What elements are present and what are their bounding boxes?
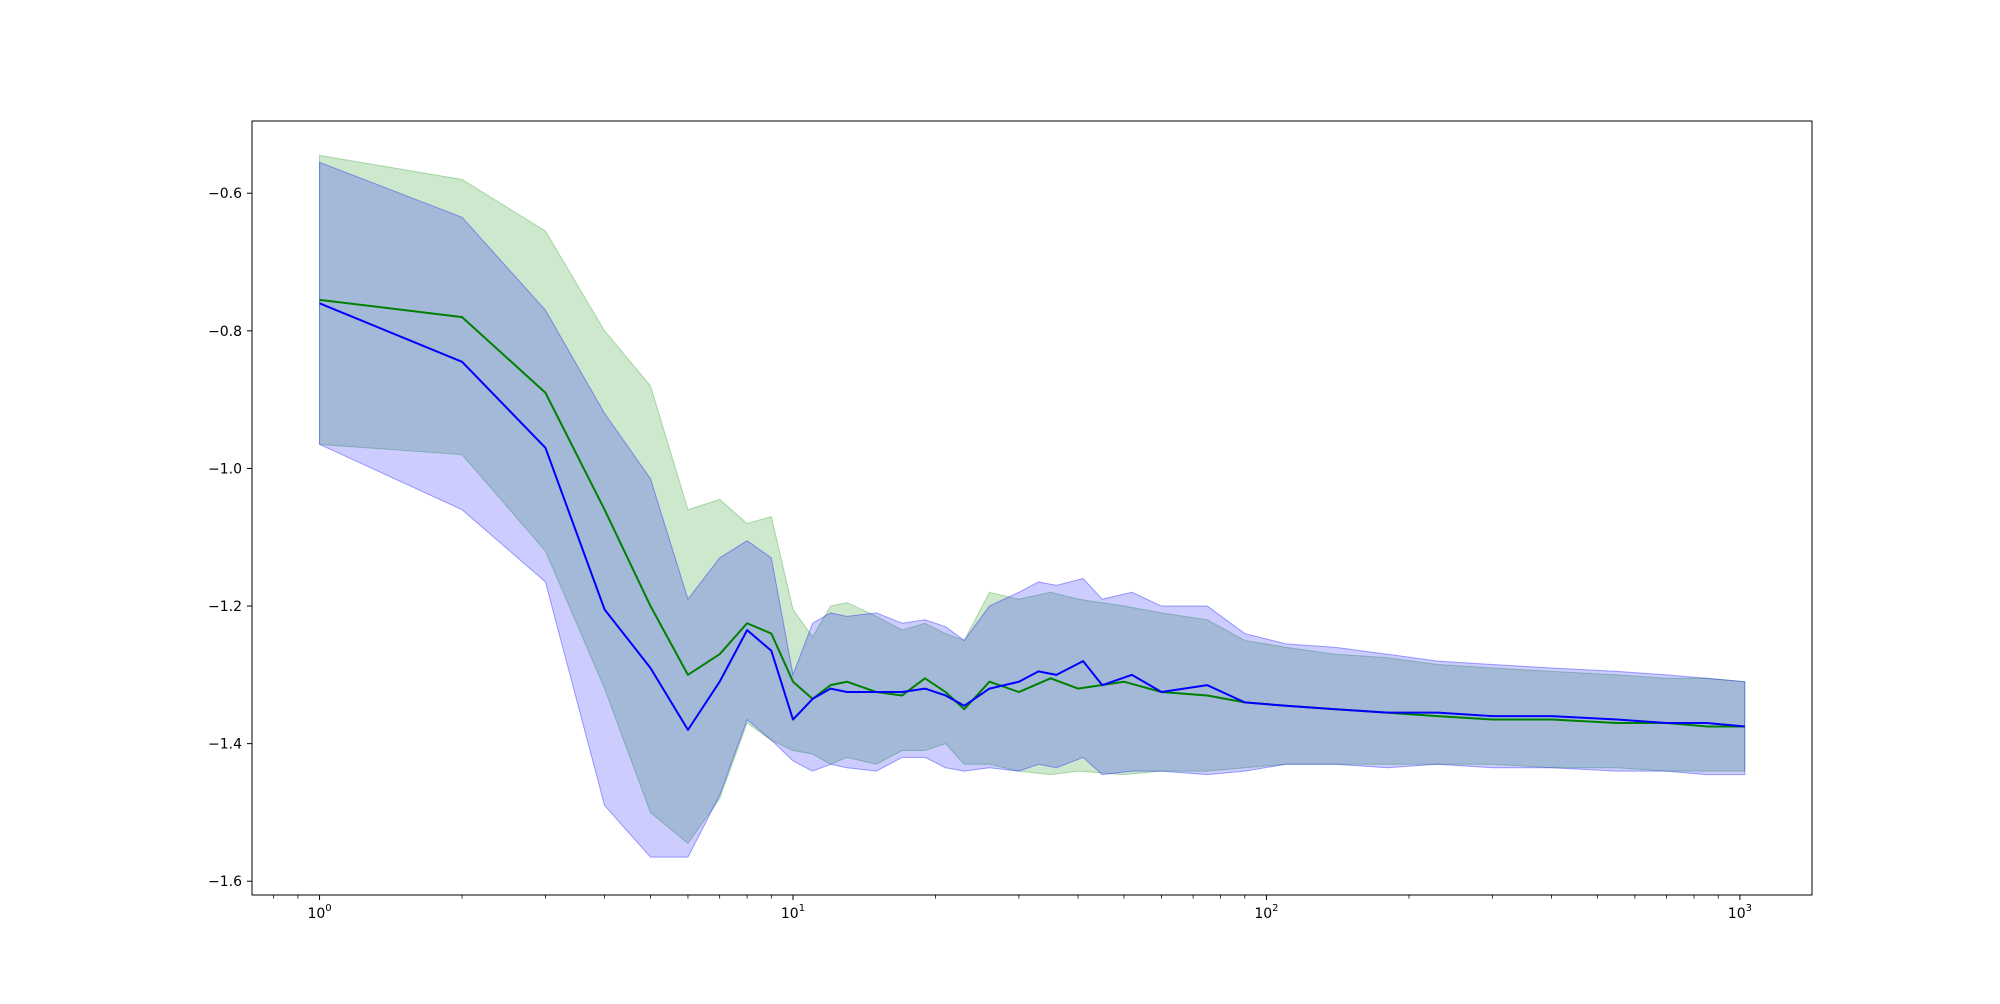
y-tick-label: −0.8 (208, 324, 242, 340)
y-tick-label: −1.6 (208, 874, 242, 890)
y-axis-ticks: −1.6 −1.4 −1.2 −1.0 −0.8 −0.6 (208, 186, 252, 890)
x-minor-ticks (273, 895, 1719, 899)
y-tick-label: −1.2 (208, 599, 242, 615)
y-tick-label: −1.0 (208, 461, 242, 477)
series-2-mean-line (319, 302, 1745, 731)
series-2-confidence-band (319, 161, 1746, 858)
plot-area (319, 154, 1746, 858)
x-axis-ticks: 100 101 102 103 (307, 895, 1752, 922)
x-tick-label: 100 (307, 903, 331, 922)
series-1-confidence-band (319, 154, 1746, 845)
y-tick-label: −0.6 (208, 186, 242, 202)
y-tick-label: −1.4 (208, 737, 242, 753)
axes-frame (251, 120, 1813, 896)
x-tick-label: 103 (1728, 903, 1752, 922)
series-1-mean-line (319, 298, 1745, 728)
x-tick-label: 101 (781, 903, 805, 922)
x-tick-label: 102 (1254, 903, 1278, 922)
